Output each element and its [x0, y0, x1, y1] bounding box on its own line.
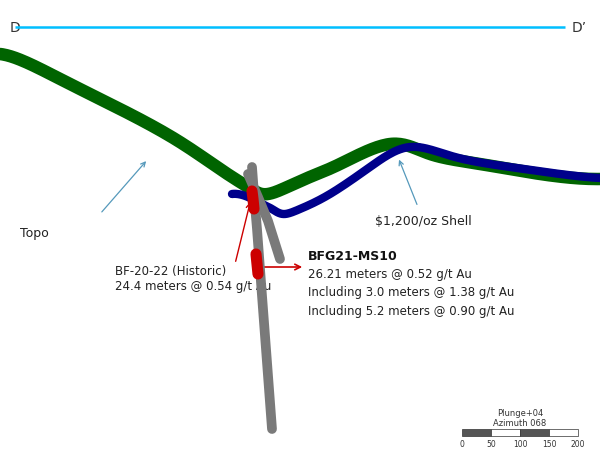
Text: Topo: Topo [20, 227, 49, 239]
Text: Plunge+04
Azimuth 068: Plunge+04 Azimuth 068 [493, 408, 547, 427]
Text: D’: D’ [572, 21, 587, 35]
Text: $1,200/oz Shell: $1,200/oz Shell [375, 214, 472, 228]
Bar [520, 429, 549, 436]
Text: BF-20-22 (Historic)
24.4 meters @ 0.54 g/t Au: BF-20-22 (Historic) 24.4 meters @ 0.54 g… [115, 264, 271, 293]
Text: 100: 100 [513, 439, 527, 448]
Text: BFG21-MS10: BFG21-MS10 [308, 249, 398, 263]
Text: 26.21 meters @ 0.52 g/t Au
Including 3.0 meters @ 1.38 g/t Au
Including 5.2 mete: 26.21 meters @ 0.52 g/t Au Including 3.0… [308, 268, 515, 317]
Text: 0: 0 [460, 439, 464, 448]
Bar [491, 429, 520, 436]
Bar [549, 429, 578, 436]
Text: D: D [10, 21, 21, 35]
Bar [462, 429, 491, 436]
Text: 50: 50 [486, 439, 496, 448]
Text: 200: 200 [571, 439, 585, 448]
Text: 150: 150 [542, 439, 556, 448]
